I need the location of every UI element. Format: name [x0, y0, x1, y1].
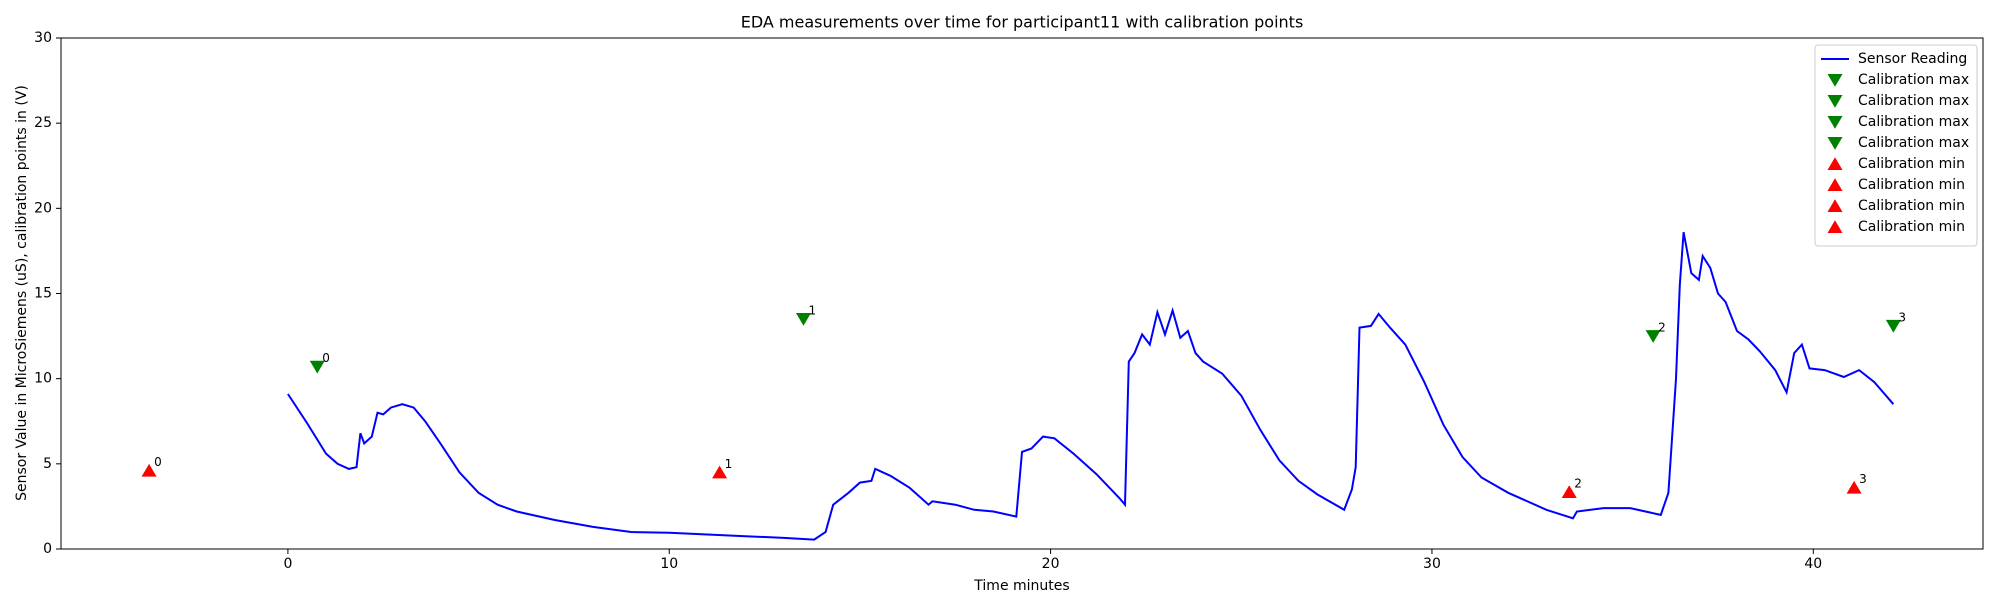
legend-marker: [1827, 157, 1843, 170]
x-tick-label: 30: [1423, 556, 1441, 572]
y-tick-label: 20: [34, 200, 52, 216]
legend-label: Calibration min: [1858, 156, 1965, 172]
legend-label: Calibration max: [1858, 135, 1969, 151]
legend-marker: [1827, 199, 1843, 212]
point-label: 0: [322, 351, 330, 365]
point-label: 3: [1898, 310, 1906, 324]
legend-marker: [1827, 74, 1843, 87]
calibration-marker: [141, 463, 157, 477]
legend-marker: [1827, 116, 1843, 129]
legend-label: Sensor Reading: [1858, 51, 1967, 67]
point-label: 1: [725, 457, 733, 471]
legend-marker: [1827, 95, 1843, 108]
legend-label: Calibration max: [1858, 114, 1969, 130]
legend-marker: [1827, 137, 1843, 150]
calibration-marker: [795, 313, 811, 326]
point-label: 2: [1574, 476, 1582, 490]
y-tick-label: 10: [34, 371, 52, 387]
legend-label: Calibration max: [1858, 93, 1969, 109]
y-tick-label: 30: [34, 30, 52, 46]
point-label: 1: [808, 304, 816, 318]
calibration-marker: [1645, 330, 1661, 343]
legend-label: Calibration min: [1858, 219, 1965, 235]
x-axis-label: Time minutes: [973, 578, 1069, 594]
x-tick-label: 10: [660, 556, 678, 572]
legend-label: Calibration max: [1858, 72, 1969, 88]
y-axis-label: Sensor Value in MicroSiemens (uS), calib…: [14, 85, 30, 501]
calibration-marker: [309, 360, 325, 374]
x-tick-label: 0: [283, 556, 292, 572]
calibration-marker: [1846, 480, 1862, 494]
point-label: 0: [154, 455, 162, 469]
legend: Sensor Reading Calibration max Calibration…: [1814, 44, 1978, 247]
legend-label: Calibration min: [1858, 198, 1965, 214]
y-tick-label: 15: [34, 286, 52, 302]
y-tick-label: 25: [34, 115, 52, 131]
legend-label: Calibration min: [1858, 177, 1965, 193]
calibration-marker: [712, 465, 728, 479]
y-tick-label: 0: [43, 541, 52, 557]
point-label: 3: [1859, 472, 1867, 486]
point-label: 2: [1658, 321, 1666, 335]
legend-box: [1814, 44, 1978, 247]
x-tick-label: 40: [1804, 556, 1822, 572]
y-tick-label: 5: [43, 456, 52, 472]
chart-title: EDA measurements over time for participa…: [741, 13, 1304, 32]
legend-marker: [1827, 178, 1843, 191]
x-tick-label: 20: [1042, 556, 1060, 572]
calibration-marker: [1561, 485, 1577, 498]
plot-frame: [60, 37, 1984, 550]
calibration-marker: [1885, 319, 1901, 333]
legend-marker: [1827, 220, 1843, 233]
sensor-line: [287, 232, 1895, 541]
